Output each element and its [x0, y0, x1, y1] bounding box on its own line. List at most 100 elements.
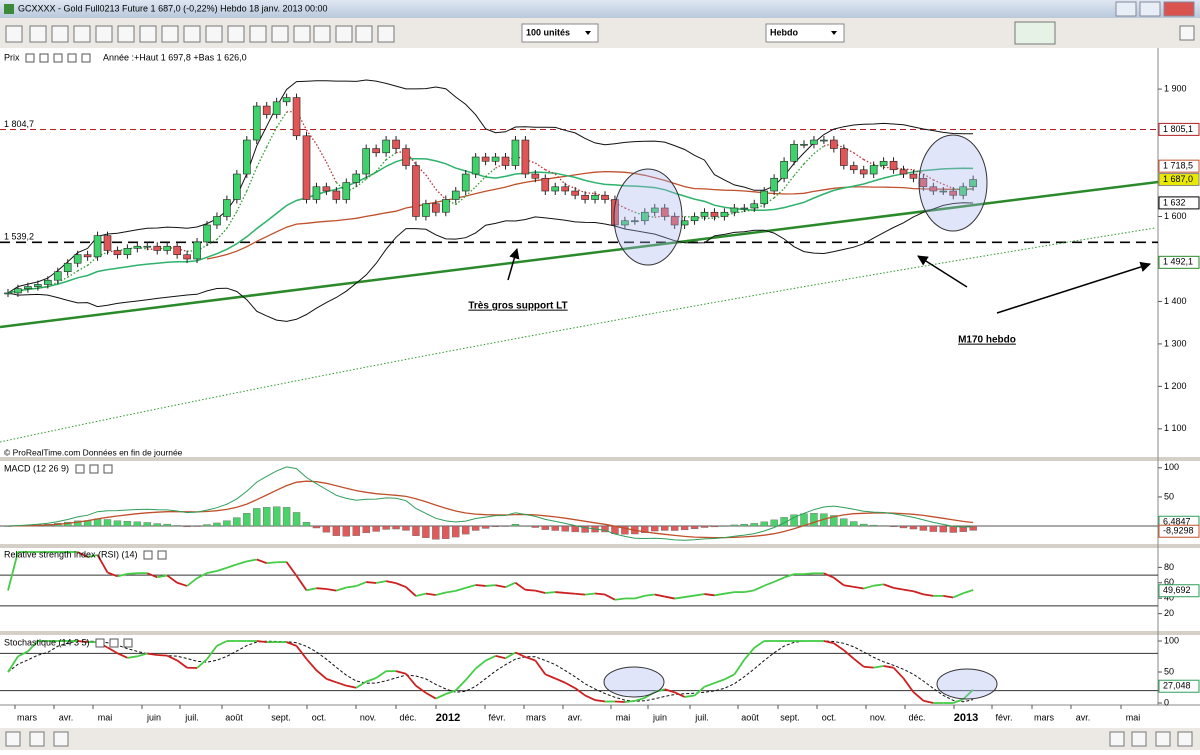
- price-label: 1 492,1: [1163, 257, 1193, 267]
- period-value: Hebdo: [770, 27, 799, 37]
- x-tick-label: déc.: [908, 712, 925, 722]
- candle: [114, 250, 121, 254]
- candle: [801, 144, 808, 145]
- period-dropdown[interactable]: Hebdo: [766, 24, 844, 42]
- rsi-line: [595, 594, 605, 595]
- macd-histogram: [572, 526, 579, 532]
- macd-histogram: [661, 526, 668, 530]
- x-tick-label: avr.: [59, 712, 74, 722]
- macd-histogram: [910, 526, 917, 529]
- window-buttons[interactable]: [1116, 2, 1194, 16]
- y-tick-label: 1 600: [1164, 211, 1187, 221]
- candle: [343, 183, 350, 200]
- macd-histogram: [204, 525, 211, 526]
- candle: [830, 140, 837, 148]
- candle: [174, 246, 181, 254]
- x-tick-label: avr.: [568, 712, 583, 722]
- macd-histogram: [492, 526, 499, 527]
- panel-icons[interactable]: [96, 639, 132, 647]
- macd-histogram: [164, 524, 171, 526]
- rsi-line: [525, 590, 535, 591]
- x-tick-label: août: [225, 712, 243, 722]
- stochastic-k: [157, 655, 167, 656]
- panel-subtitle: Année :+Haut 1 697,8 +Bas 1 626,0: [103, 52, 247, 62]
- stochastic-k: [257, 641, 267, 642]
- x-tick-label: sept.: [271, 712, 291, 722]
- panel-icons[interactable]: [76, 465, 112, 473]
- macd-histogram: [283, 507, 290, 526]
- quantity-dropdown[interactable]: 100 unités: [522, 24, 598, 42]
- candle: [273, 102, 280, 115]
- macd-histogram: [343, 526, 350, 536]
- candle: [810, 140, 817, 144]
- candle: [731, 208, 738, 212]
- x-tick-label: oct.: [822, 712, 837, 722]
- chart-area: [0, 48, 1200, 728]
- macd-histogram: [502, 526, 509, 527]
- candle: [263, 106, 270, 114]
- x-tick-label: août: [741, 712, 759, 722]
- x-tick-label: juin: [652, 712, 667, 722]
- rsi-line: [127, 573, 137, 574]
- y-tick-label: 1 200: [1164, 381, 1187, 391]
- candle: [194, 242, 201, 259]
- macd-histogram: [144, 522, 151, 526]
- macd-histogram: [363, 526, 370, 533]
- macd-histogram: [890, 526, 897, 527]
- x-tick-label: mars: [1034, 712, 1054, 722]
- x-tick-label: mars: [17, 712, 37, 722]
- macd-histogram: [184, 526, 191, 527]
- price-label: 1 687,0: [1163, 174, 1193, 184]
- macd-histogram: [233, 518, 240, 526]
- candle: [781, 161, 788, 178]
- macd-histogram: [930, 526, 937, 532]
- candle: [363, 149, 370, 174]
- candle: [542, 178, 549, 191]
- candle: [44, 280, 51, 284]
- x-tick-label: juil.: [694, 712, 709, 722]
- candle: [572, 191, 579, 195]
- macd-histogram: [482, 526, 489, 528]
- value-label: 49,692: [1163, 585, 1191, 595]
- candle: [442, 200, 449, 213]
- macd-histogram: [681, 526, 688, 530]
- price-label: 1 632: [1163, 197, 1186, 207]
- macd-histogram: [522, 526, 529, 527]
- highlight-ellipse: [604, 667, 664, 697]
- candle: [74, 255, 81, 263]
- candle: [233, 174, 240, 199]
- x-tick-label: mars: [526, 712, 546, 722]
- app-icon: [4, 4, 14, 14]
- candle: [84, 255, 91, 257]
- macd-histogram: [114, 521, 121, 526]
- x-tick-label: mai: [616, 712, 631, 722]
- macd-histogram: [651, 526, 658, 531]
- candle: [562, 187, 569, 191]
- rsi-line: [565, 593, 575, 594]
- x-tick-label: févr.: [488, 712, 505, 722]
- x-tick-label: nov.: [870, 712, 886, 722]
- candle: [134, 246, 141, 248]
- candle: [602, 195, 609, 199]
- macd-histogram: [243, 513, 250, 526]
- rsi-line: [486, 585, 496, 586]
- panel-title: Relative strength index (RSI) (14): [4, 549, 138, 559]
- candle: [94, 236, 101, 257]
- value-label: -8,9298: [1163, 526, 1194, 536]
- macd-histogram: [860, 524, 867, 526]
- macd-histogram: [691, 526, 698, 529]
- highlight-ellipse: [919, 135, 987, 231]
- macd-histogram: [751, 523, 758, 526]
- macd-histogram: [273, 507, 280, 526]
- candle: [14, 289, 21, 293]
- macd-histogram: [253, 508, 260, 526]
- macd-histogram: [174, 525, 181, 526]
- candle: [910, 174, 917, 178]
- stochastic-k: [864, 667, 874, 668]
- y-tick-label: 20: [1164, 608, 1174, 618]
- x-tick-label: déc.: [399, 712, 416, 722]
- candle: [333, 191, 340, 199]
- candle: [820, 140, 827, 141]
- x-tick-label: sept.: [780, 712, 800, 722]
- candle: [721, 212, 728, 216]
